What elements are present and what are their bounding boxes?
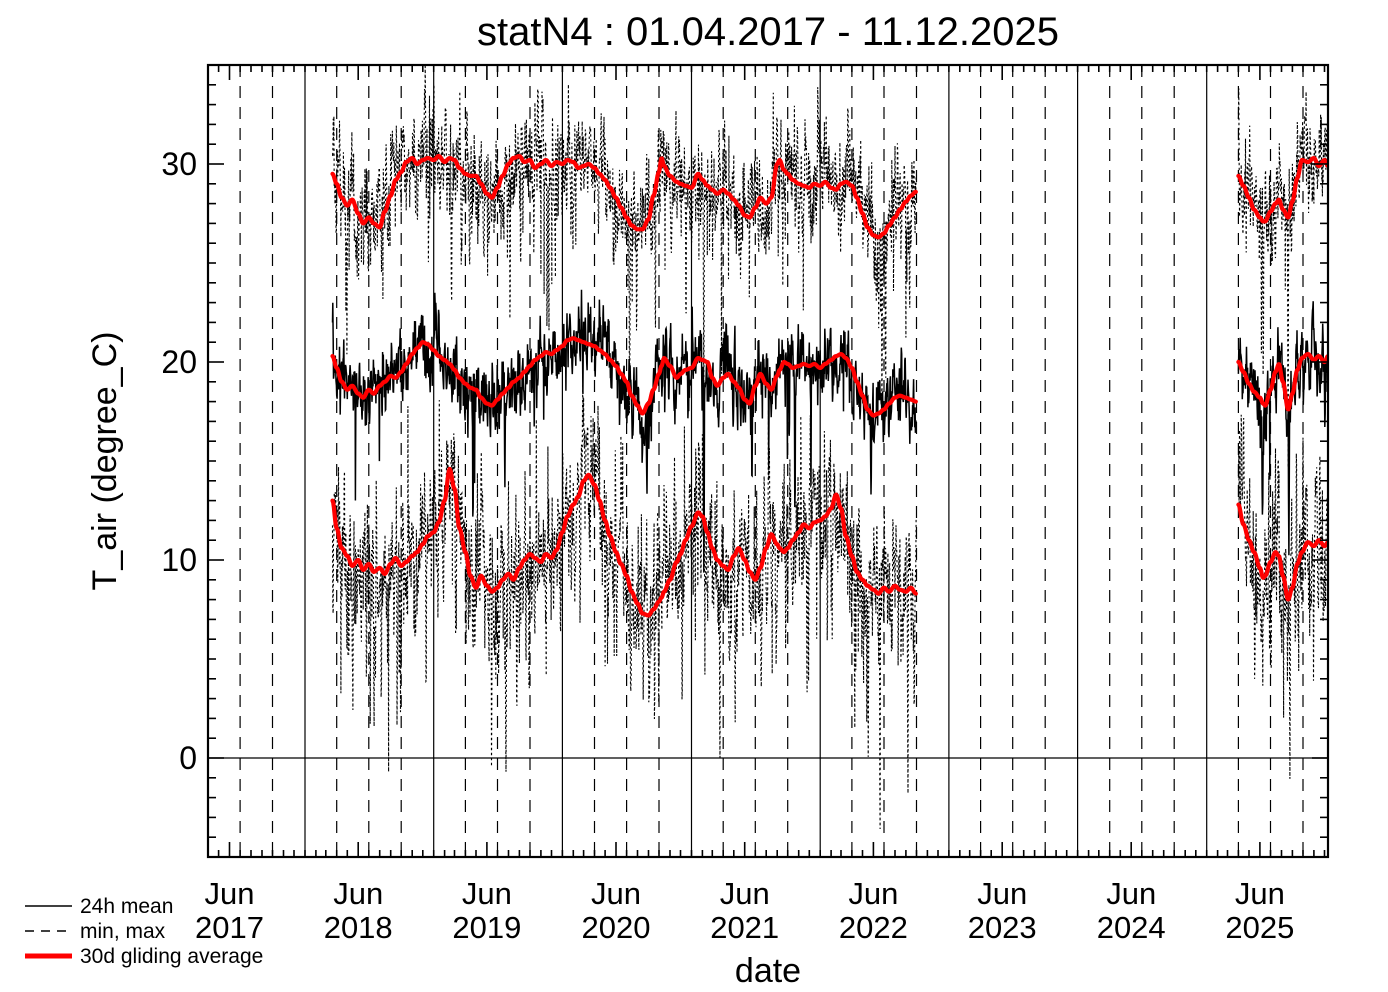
x-tick-label-year: 2020 <box>582 910 651 945</box>
series-30d-average-mean <box>1236 352 1328 412</box>
legend: 24h mean min, max 30d gliding average <box>25 895 263 968</box>
daily-series-layer <box>331 65 1328 830</box>
y-tick-label: 10 <box>161 542 197 578</box>
legend-label-30d-average: 30d gliding average <box>80 945 263 968</box>
x-tick-label-year: 2025 <box>1225 910 1294 945</box>
x-tick-label-month: Jun <box>591 876 641 911</box>
x-tick-label-month: Jun <box>720 876 770 911</box>
x-tick-label-month: Jun <box>462 876 512 911</box>
legend-label-24h-mean: 24h mean <box>80 895 173 918</box>
y-tick-label: 0 <box>179 740 197 776</box>
series-30d-average-min <box>1236 502 1328 602</box>
x-axis-title: date <box>735 952 801 990</box>
x-tick-label-month: Jun <box>205 876 255 911</box>
series-30d-average-max <box>1236 156 1328 224</box>
chart-title: statN4 : 01.04.2017 - 11.12.2025 <box>477 10 1059 54</box>
series-daily-max <box>331 65 917 414</box>
x-tick-label-month: Jun <box>977 876 1027 911</box>
y-tick-label: 20 <box>161 344 197 380</box>
series-daily-min <box>331 376 917 830</box>
x-tick-label-month: Jun <box>1235 876 1285 911</box>
series-daily-mean <box>1237 301 1328 556</box>
x-tick-label-year: 2017 <box>195 910 264 945</box>
x-tick-label-year: 2021 <box>710 910 779 945</box>
x-tick-label-month: Jun <box>848 876 898 911</box>
series-30d-average-mean <box>330 336 918 418</box>
x-tick-label-year: 2024 <box>1097 910 1166 945</box>
series-daily-max <box>1237 88 1328 468</box>
x-tick-label-month: Jun <box>333 876 383 911</box>
x-tick-label-year: 2018 <box>324 910 393 945</box>
y-axis-title: T_air (degree_C) <box>86 332 124 591</box>
grid-layer <box>208 65 1328 857</box>
x-tick-label-year: 2019 <box>452 910 521 945</box>
series-daily-min <box>1237 414 1328 779</box>
x-tick-label-month: Jun <box>1106 876 1156 911</box>
gliding-average-layer <box>330 154 1328 618</box>
legend-label-min-max: min, max <box>80 920 166 943</box>
tick-label-layer: Jun2017Jun2018Jun2019Jun2020Jun2021Jun20… <box>161 146 1294 945</box>
x-tick-label-year: 2023 <box>968 910 1037 945</box>
series-30d-average-min <box>330 466 918 618</box>
y-tick-label: 30 <box>161 146 197 182</box>
series-30d-average-max <box>330 154 918 240</box>
axis-layer <box>206 63 1330 859</box>
x-tick-label-year: 2022 <box>839 910 908 945</box>
